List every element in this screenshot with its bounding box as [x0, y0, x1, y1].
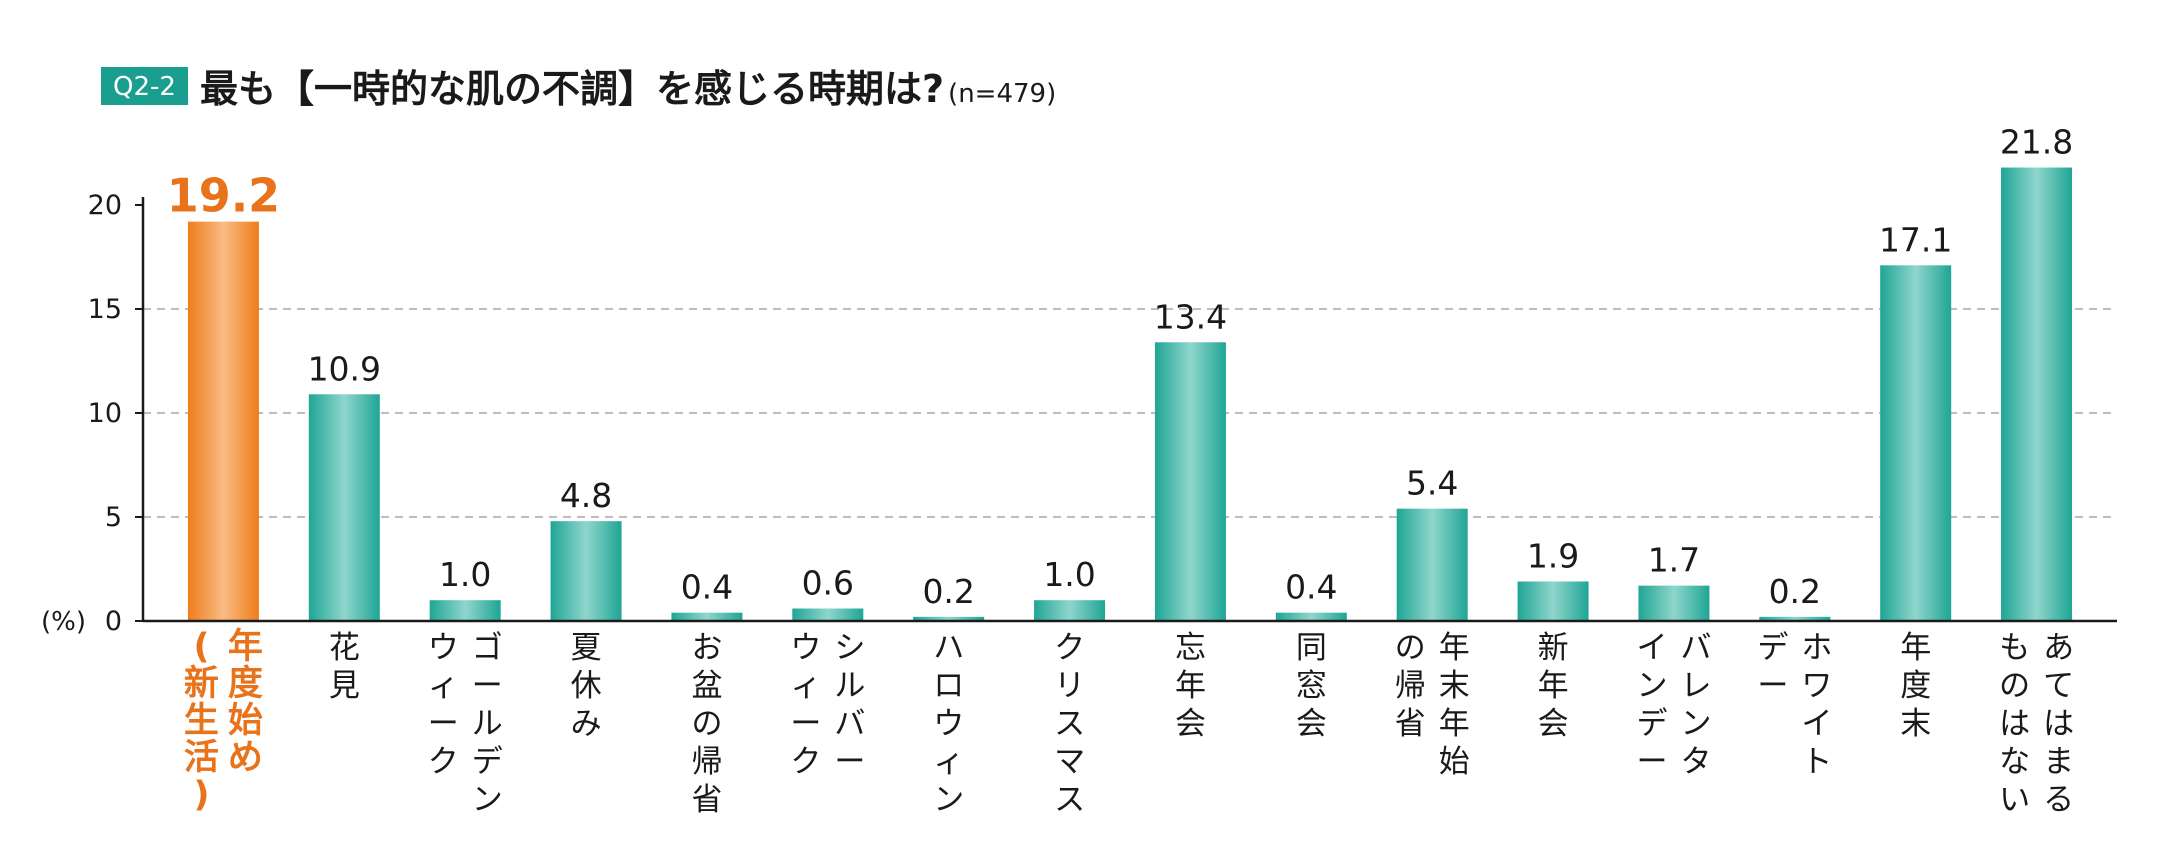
data-label: 5.4 — [1406, 464, 1458, 503]
category-label: 忘年会 — [1175, 630, 1206, 742]
y-tick-label: 15 — [88, 294, 122, 325]
bar — [1396, 508, 1468, 621]
data-label: 0.2 — [922, 572, 974, 611]
bar — [2001, 167, 2073, 621]
category-label: ハロウィン — [933, 630, 964, 818]
bar — [1880, 265, 1952, 621]
bar — [1034, 600, 1106, 621]
category-label: あてはまる — [2043, 630, 2074, 818]
category-label: ものはない — [1999, 630, 2030, 818]
axes: 0 5 10 15 20 (%) — [41, 190, 2117, 637]
bar — [671, 612, 743, 621]
chart-title-main: 最も【一時的な肌の不調】を感じる時期は? — [200, 67, 944, 111]
gridlines — [143, 308, 2117, 518]
category-label: 年度始め — [228, 627, 263, 778]
bar — [913, 616, 985, 621]
category-label: 夏休み — [571, 630, 602, 742]
bar — [792, 608, 864, 621]
category-label: デー — [1757, 630, 1788, 704]
bar — [1638, 585, 1710, 621]
data-label: 0.4 — [681, 568, 733, 607]
question-badge-label: Q2-2 — [113, 72, 176, 102]
category-label: ウィーク — [428, 630, 459, 780]
bar — [308, 394, 380, 621]
category-label: 同窓会 — [1296, 630, 1327, 742]
data-label: 0.2 — [1769, 572, 1821, 611]
data-label: 4.8 — [560, 476, 612, 515]
category-labels: 年度始め(新生活)花見ゴールデンウィーク夏休みお盆の帰省シルバーウィークハロウィ… — [184, 627, 2074, 818]
data-label: 0.6 — [802, 564, 854, 603]
y-unit-label: (%) — [41, 607, 86, 637]
category-label: お盆の帰省 — [691, 630, 722, 818]
y-tick-label: 0 — [105, 606, 122, 637]
bar — [1759, 616, 1831, 621]
category-label: (新生活) — [184, 627, 219, 815]
sample-size: (n=479) — [948, 79, 1056, 109]
data-label: 17.1 — [1879, 220, 1952, 259]
data-label: 1.0 — [1043, 555, 1095, 594]
bar — [1154, 342, 1226, 621]
data-label: 13.4 — [1154, 297, 1227, 336]
question-badge — [101, 67, 188, 105]
data-label: 1.0 — [439, 555, 491, 594]
category-label: の帰省 — [1395, 630, 1426, 742]
y-tick-label: 10 — [88, 398, 122, 429]
data-label: 21.8 — [2000, 123, 2073, 162]
category-label: 新年会 — [1538, 630, 1569, 742]
category-label: クリスマス — [1054, 630, 1085, 818]
category-label: インデー — [1636, 630, 1667, 780]
category-label: ホワイト — [1801, 630, 1832, 780]
category-label: シルバー — [834, 630, 865, 780]
bar — [1275, 612, 1347, 621]
bar — [187, 221, 259, 621]
data-label: 1.7 — [1648, 541, 1700, 580]
category-label: ゴールデン — [472, 630, 503, 818]
category-label: 年末年始 — [1439, 630, 1470, 780]
bars — [187, 167, 2073, 621]
data-label: 19.2 — [167, 169, 281, 223]
category-label: 年度末 — [1900, 630, 1931, 742]
chart-title: 最も【一時的な肌の不調】を感じる時期は? (n=479) — [200, 67, 1056, 111]
y-tick-label: 5 — [105, 502, 122, 533]
bar — [550, 521, 622, 621]
category-label: ウィーク — [790, 630, 821, 780]
bar — [1517, 581, 1589, 621]
category-label: 花見 — [329, 630, 360, 704]
y-tick-label: 20 — [88, 190, 122, 221]
data-label: 10.9 — [308, 349, 381, 388]
value-labels: 19.2 10.9 1.0 4.8 0.4 0.6 0.2 1.0 13.4 0.4 5.4 1.9 1… — [167, 123, 2074, 611]
data-label: 1.9 — [1527, 536, 1579, 575]
category-label: バレンタ — [1680, 630, 1711, 780]
data-label: 0.4 — [1285, 568, 1337, 607]
bar — [429, 600, 501, 621]
